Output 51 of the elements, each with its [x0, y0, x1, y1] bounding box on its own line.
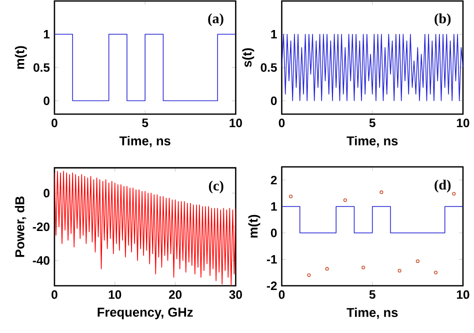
y-tick-label: -2	[266, 282, 277, 290]
y-tick-label: 0.5	[34, 63, 50, 72]
y-tick-label: -20	[32, 222, 50, 232]
y-tick-label: 1	[271, 30, 277, 39]
annotation: (c)	[208, 180, 224, 194]
x-tick-label: 0	[278, 118, 285, 128]
x-axis-title: Time, ns	[346, 308, 398, 320]
x-axis-title: Time, ns	[119, 136, 170, 148]
y-tick-label: 1	[44, 30, 50, 39]
point	[307, 274, 311, 278]
point	[398, 269, 402, 273]
x-tick-label: 0	[52, 118, 58, 128]
x-tick-label: 10	[456, 118, 470, 128]
line-series	[54, 170, 236, 286]
point	[325, 267, 329, 271]
point	[416, 260, 420, 264]
y-tick-label: 0	[270, 228, 277, 238]
y-axis-title: s(t)	[242, 48, 254, 68]
y-tick-label: 0	[270, 96, 277, 106]
y-axis-title: Power, dB	[14, 196, 26, 257]
x-axis-title: Frequency, GHz	[98, 308, 193, 320]
point	[452, 192, 456, 196]
x-tick-label: 5	[369, 290, 376, 299]
y-tick-label: -40	[32, 256, 50, 265]
y-axis-title: m(t)	[14, 46, 27, 69]
annotation: (a)	[208, 14, 224, 26]
y-tick-label: 2	[270, 176, 277, 184]
annotation: (b)	[434, 14, 451, 26]
point	[362, 266, 366, 270]
annotation: (d)	[434, 180, 451, 193]
y-tick-label: 0	[44, 188, 50, 198]
y-axis-title: m(t)	[248, 214, 260, 238]
x-tick-label: 0	[278, 290, 285, 300]
y-tick-label: -1	[266, 255, 277, 264]
x-axis-title: Time, ns	[346, 136, 398, 148]
y-tick-label: 0.5	[260, 63, 277, 72]
point	[434, 270, 438, 274]
x-tick-label: 10	[456, 290, 470, 300]
y-tick-label: 0	[44, 96, 50, 106]
point	[289, 194, 293, 198]
x-tick-label: 30	[229, 290, 242, 300]
x-tick-label: 10	[230, 118, 242, 128]
x-tick-label: 0	[52, 290, 58, 300]
x-tick-label: 20	[168, 290, 182, 300]
y-tick-label: 1	[271, 202, 277, 211]
line-series	[282, 34, 463, 102]
x-tick-label: 5	[142, 118, 148, 128]
point	[380, 190, 384, 194]
x-tick-label: 5	[369, 118, 376, 128]
x-tick-label: 10	[108, 290, 122, 300]
point	[343, 198, 347, 202]
